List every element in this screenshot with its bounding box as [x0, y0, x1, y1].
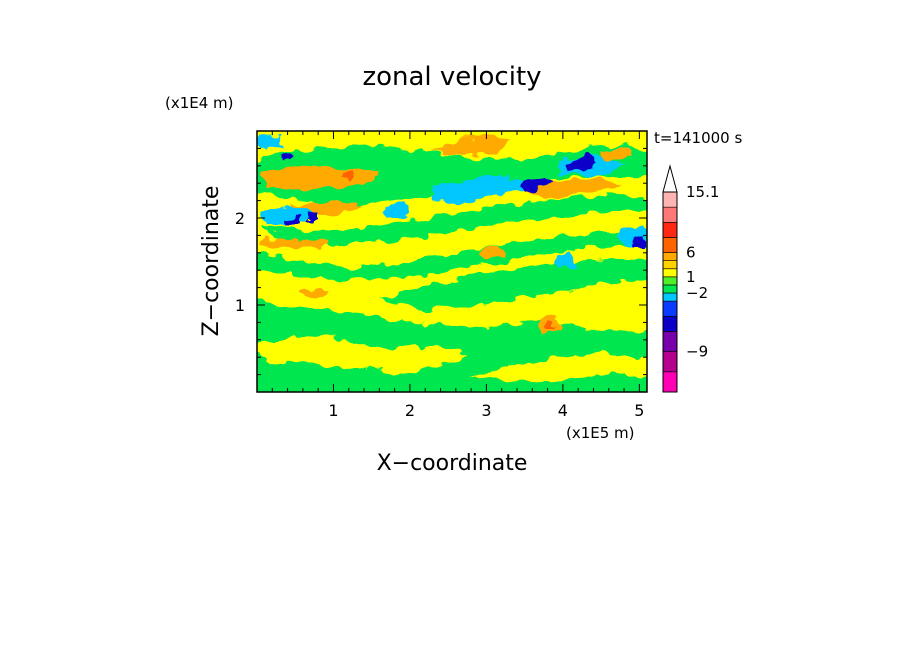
contour-band — [262, 206, 318, 226]
contour-band — [520, 178, 620, 198]
colorbar-swatch — [662, 351, 678, 373]
x-tick-label: 5 — [634, 401, 644, 420]
contour-band — [262, 166, 380, 190]
contour-band — [556, 252, 574, 268]
x-tick-label: 1 — [328, 401, 338, 420]
colorbar-swatch — [662, 284, 678, 294]
contour-band — [306, 212, 318, 220]
contour-band — [522, 176, 553, 192]
colorbar-swatch — [662, 300, 678, 317]
contour-band — [632, 238, 644, 246]
x-tick-label: 3 — [481, 401, 491, 420]
colorbar-swatch — [662, 371, 678, 393]
x-tick-label: 2 — [405, 401, 415, 420]
contour-band — [257, 232, 647, 280]
contour-field — [257, 131, 647, 392]
colorbar-swatch — [662, 237, 678, 253]
contour-band — [300, 288, 330, 298]
plot-frame — [256, 130, 648, 393]
colorbar-label: 1 — [686, 268, 696, 286]
x-scale-label: (x1E5 m) — [566, 424, 635, 442]
colorbar-label: −9 — [686, 343, 708, 361]
colorbar-swatch — [662, 268, 678, 278]
contour-band — [470, 352, 647, 385]
contour-band — [430, 176, 530, 202]
colorbar-extend-arrow — [662, 164, 678, 193]
contour-band — [282, 154, 292, 161]
y-scale-label: (x1E4 m) — [165, 94, 234, 112]
colorbar-swatch — [662, 315, 678, 332]
x-tick-label: 4 — [558, 401, 568, 420]
contour-band — [600, 148, 632, 160]
y-axis-label: Z−coordinate — [199, 186, 224, 337]
colorbar-swatch — [662, 206, 678, 223]
colorbar-swatch — [662, 252, 678, 261]
colorbar-swatch — [662, 331, 678, 352]
time-label: t=141000 s — [654, 129, 742, 147]
colorbar-label: −2 — [686, 284, 708, 302]
contour-band — [385, 204, 408, 218]
axes-ticks: 1 2 3 4 5 1 2 — [235, 131, 647, 420]
contour-band — [262, 236, 330, 248]
contour-band — [480, 246, 505, 258]
contour-band — [566, 156, 596, 172]
colorbar-swatch — [662, 191, 678, 208]
colorbar-label: 6 — [686, 244, 696, 262]
colorbar-frame — [662, 191, 678, 393]
contour-band — [545, 320, 554, 329]
colorbar-swatch — [662, 222, 678, 238]
contour-band — [257, 335, 470, 372]
chart-title: zonal velocity — [362, 62, 541, 92]
colorbar-swatch — [662, 292, 678, 302]
colorbar-swatch — [662, 260, 678, 270]
x-axis-label: X−coordinate — [377, 451, 528, 476]
y-tick-label: 2 — [235, 209, 245, 228]
colorbar-swatch — [662, 276, 678, 286]
colorbar-label: 15.1 — [686, 183, 719, 201]
contour-band — [257, 145, 647, 205]
contour-band — [430, 136, 510, 156]
contour-band — [340, 172, 352, 180]
colorbar: 15.1 6 1−2 −9 — [662, 164, 719, 393]
contour-band — [260, 196, 647, 244]
contour-band — [380, 258, 647, 310]
y-tick-label: 1 — [235, 296, 245, 315]
contour-band — [285, 216, 300, 226]
contour-band — [258, 134, 282, 150]
